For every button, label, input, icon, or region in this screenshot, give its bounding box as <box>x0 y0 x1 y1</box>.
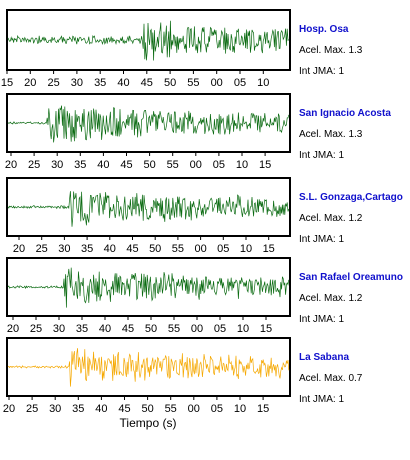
station-name: S.L. Gonzaga,Cartago <box>299 192 403 203</box>
x-tick-label: 35 <box>74 159 86 171</box>
accel-max-label: Acel. Max. 1.3 <box>299 45 363 56</box>
x-tick-label: 45 <box>126 243 138 255</box>
x-tick-label: 15 <box>1 77 13 89</box>
x-tick-label: 50 <box>164 77 176 89</box>
station-name: San Rafael Oreamuno <box>299 272 403 283</box>
panel-4: 20 25 30 35 40 45 50 55 00 05 10 15 San Rafael Oream… <box>6 257 403 335</box>
x-tick-label: 55 <box>167 159 179 171</box>
x-axis-label: Tiempo (s) <box>120 416 177 430</box>
x-tick-label: 45 <box>120 159 132 171</box>
x-tick-label: 15 <box>257 403 269 415</box>
x-tick-label: 30 <box>71 77 83 89</box>
x-tick-label: 40 <box>117 77 129 89</box>
x-tick-label: 00 <box>194 243 206 255</box>
x-tick-label: 35 <box>81 243 93 255</box>
x-tick-label: 20 <box>5 159 17 171</box>
panel-1: 15 20 25 30 35 40 45 50 55 00 05 10 Hosp. Osa Acel. M… <box>1 9 363 89</box>
panel-5: 20 25 30 35 40 45 50 55 00 05 10 15 La Sabana Acel. M… <box>3 337 363 415</box>
x-tick-label: 30 <box>49 403 61 415</box>
station-name: La Sabana <box>299 352 349 363</box>
x-tick-label: 10 <box>234 403 246 415</box>
jma-intensity-label: Int JMA: 1 <box>299 150 344 161</box>
x-tick-label: 10 <box>257 77 269 89</box>
panel-frame <box>6 93 291 153</box>
x-tick-label: 05 <box>217 243 229 255</box>
x-tick-label: 25 <box>36 243 48 255</box>
x-tick-label: 00 <box>190 159 202 171</box>
waveform-trace <box>7 191 290 227</box>
x-tick-label: 40 <box>97 159 109 171</box>
x-tick-label: 55 <box>165 403 177 415</box>
station-name: Hosp. Osa <box>299 24 349 35</box>
accel-max-label: Acel. Max. 0.7 <box>299 373 363 384</box>
x-tick-label: 45 <box>118 403 130 415</box>
x-tick-label: 50 <box>145 323 157 335</box>
x-tick-label: 35 <box>72 403 84 415</box>
x-tick-label: 50 <box>149 243 161 255</box>
x-tick-label: 05 <box>213 159 225 171</box>
x-tick-label: 20 <box>7 323 19 335</box>
x-tick-label: 15 <box>259 159 271 171</box>
x-tick-label: 50 <box>141 403 153 415</box>
x-tick-label: 30 <box>58 243 70 255</box>
accel-max-label: Acel. Max. 1.2 <box>299 213 363 224</box>
x-tick-label: 55 <box>168 323 180 335</box>
jma-intensity-label: Int JMA: 1 <box>299 394 344 405</box>
x-tick-label: 10 <box>236 159 248 171</box>
x-tick-label: 00 <box>211 77 223 89</box>
x-tick-label: 40 <box>95 403 107 415</box>
x-tick-label: 55 <box>172 243 184 255</box>
accel-max-label: Acel. Max. 1.2 <box>299 293 363 304</box>
panel-frame <box>6 177 291 237</box>
x-tick-label: 15 <box>260 323 272 335</box>
x-tick-label: 10 <box>240 243 252 255</box>
x-tick-label: 05 <box>214 323 226 335</box>
x-tick-label: 35 <box>76 323 88 335</box>
panel-frame <box>6 9 291 71</box>
panel-frame <box>6 337 291 397</box>
x-tick-label: 45 <box>141 77 153 89</box>
x-tick-label: 20 <box>3 403 15 415</box>
x-tick-label: 10 <box>237 323 249 335</box>
x-tick-label: 30 <box>53 323 65 335</box>
waveform-trace <box>7 267 290 308</box>
x-tick-label: 40 <box>104 243 116 255</box>
panel-3: 20 25 30 35 40 45 50 55 00 05 10 15 S.L. Gonzaga,Car… <box>6 177 403 255</box>
x-tick-label: 50 <box>143 159 155 171</box>
x-tick-label: 25 <box>47 77 59 89</box>
x-tick-label: 30 <box>51 159 63 171</box>
jma-intensity-label: Int JMA: 1 <box>299 314 344 325</box>
station-name: San Ignacio Acosta <box>299 108 391 119</box>
jma-intensity-label: Int JMA: 1 <box>299 234 344 245</box>
panel-2: 20 25 30 35 40 45 50 55 00 05 10 15 San Ignacio Acos… <box>5 93 391 171</box>
jma-intensity-label: Int JMA: 1 <box>299 66 344 77</box>
waveform-trace <box>7 105 290 143</box>
x-tick-label: 00 <box>191 323 203 335</box>
x-tick-label: 05 <box>234 77 246 89</box>
x-tick-label: 15 <box>263 243 275 255</box>
x-tick-label: 25 <box>28 159 40 171</box>
x-tick-label: 35 <box>94 77 106 89</box>
x-tick-label: 25 <box>30 323 42 335</box>
x-tick-label: 55 <box>187 77 199 89</box>
x-tick-label: 05 <box>211 403 223 415</box>
x-tick-label: 00 <box>188 403 200 415</box>
accel-max-label: Acel. Max. 1.3 <box>299 129 363 140</box>
x-tick-label: 20 <box>24 77 36 89</box>
x-tick-label: 25 <box>26 403 38 415</box>
panel-frame <box>6 257 291 317</box>
x-tick-label: 20 <box>13 243 25 255</box>
x-tick-label: 45 <box>122 323 134 335</box>
waveform-trace <box>7 348 290 387</box>
waveform-trace <box>7 20 290 61</box>
x-tick-label: 40 <box>99 323 111 335</box>
